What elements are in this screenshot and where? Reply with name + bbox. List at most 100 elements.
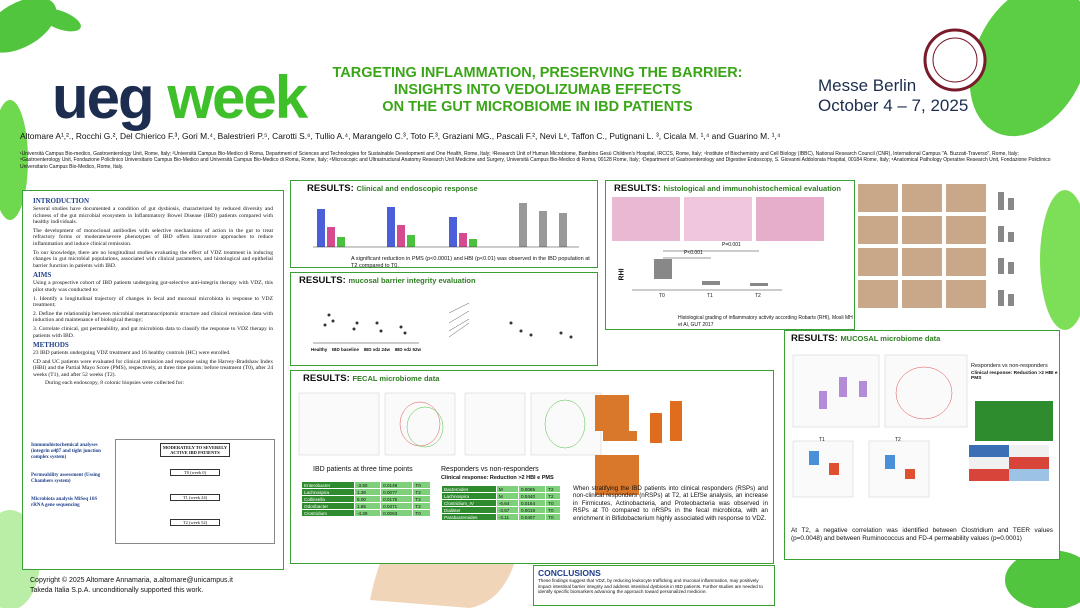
fecal-table: Bacteroides M 0.0065 T2 Lachnospira M 0.0440 T2… [441,485,561,521]
table-cell: 0.0063 [380,509,414,517]
table-cell: T2 [545,485,561,493]
table-row: Clostridium -4.29 0.0063 T0 [301,509,431,517]
table-cell: Odoribacter [301,502,355,510]
lefse-bars [595,395,639,495]
table-row: Lachnospira 1.36 0.0077 T2 [301,488,431,496]
histology-panel: RESULTS: histological and immunohistoche… [605,180,855,330]
results-label: RESULTS: [614,183,661,194]
table-cell: T2 [545,492,561,500]
response-note: Clinical response: Reduction >2 HBI e PM… [441,475,554,481]
heading: METHODS [33,341,69,350]
subtitle: FECAL microbiome data [352,374,440,383]
table-cell: T0 [545,506,561,514]
barrier-figures [313,302,573,344]
paragraph: During each endoscopy, 8 colonic biopsie… [45,380,184,387]
dates: October 4 – 7, 2025 [818,96,969,115]
subtitle: Clinical and endoscopic response [356,184,478,193]
group-label: Healthy [311,347,328,352]
ihc-images [858,184,1014,308]
venue: Messe Berlin [818,76,917,95]
table-cell: 0.0077 [380,488,414,496]
caption: Responders vs non-responders [971,363,1048,369]
table-cell: Enterobacter [301,481,355,489]
table-cell: T0 [545,499,561,507]
table-cell: Bacteroides [441,485,497,493]
panel-heading: RESULTS: FECAL microbiome data [303,373,439,384]
table-row: Odoribacter 1.85 0.0371 T2 [301,502,431,510]
group-label: IBD vdz 52w [394,347,421,352]
table-cell: 0.0175 [380,495,414,503]
caption: IBD patients at three time points [313,466,413,473]
table-cell: 0.0019 [517,506,547,514]
table-row: Lachnospira M 0.0440 T2 [441,492,561,500]
table-cell: M [495,485,519,493]
caption: Histological grading of inflammatory act… [678,315,853,328]
p-value: P<0.001 [684,250,703,256]
table-cell: T2 [412,495,431,503]
group-label: IBD baseline [331,347,359,352]
time-point: T0 (week 0) [170,469,220,476]
caption: Responders vs non-responders [441,466,539,473]
panel-heading: RESULTS: Clinical and endoscopic respons… [307,183,478,194]
heading: CONCLUSIONS [538,568,601,578]
caption: A significant reduction in PMS (p<0.0001… [351,256,590,269]
table-cell: -3.11 [495,513,519,521]
time-point: T1 (week 24) [170,494,220,501]
fecal-table: Enterobacter -3.50 0.0148 T0 Lachnospira 1.36… [301,481,431,517]
table-cell: Lachnospira [301,488,355,496]
table-cell: T0 [545,513,561,521]
check-item: Immunohistochemical analyses (integrin α… [31,443,101,460]
paragraph: Several studies have documented a condit… [33,206,273,226]
table-cell: 0.0407 [517,513,547,521]
aim: 2. Define the relationship between micro… [33,310,273,324]
table-cell: T2 [412,488,431,496]
table-cell: 1.85 [353,502,382,510]
table-cell: 0.0164 [517,499,547,507]
axis-label: RHI [618,268,626,281]
panel-heading: RESULTS: MUCOSAL microbiome data [791,333,940,344]
response-note: Clinical response: Reduction >2 HBI e PM… [971,371,1058,381]
time-point: T2 (week 52) [170,519,220,526]
heading: AIMS [33,271,52,280]
diagram-title: MODERATELY TO SEVERELY ACTIVE IBD PATIEN… [160,443,230,457]
table-cell: -6.64 [495,499,519,507]
paragraph: To our knowledge, there are no longitudi… [33,249,273,269]
table-cell: -3.50 [353,481,382,489]
table-cell: T2 [412,502,431,510]
title: TARGETING INFLAMMATION, PRESERVING THE B… [300,65,775,116]
table-cell: -4.29 [353,509,382,517]
table-cell: 0.0065 [517,485,547,493]
intro-panel: INTRODUCTION Several studies have docume… [22,190,284,570]
table-row: Bacteroides M 0.0065 T2 [441,485,561,493]
table-row: Dialister -3.57 0.0019 T0 [441,506,561,514]
panel-heading: RESULTS: mucosal barrier integrity evalu… [299,275,476,286]
table-cell: 5.00 [353,495,382,503]
table-cell: Dialister [441,506,497,514]
check-item: Microbiota analysis MiSeq 16S rRNA gene … [31,497,98,508]
venue-block: Messe Berlin October 4 – 7, 2025 [818,76,968,116]
title-line: INSIGHTS INTO VEDOLIZUMAB EFFECTS [393,82,682,98]
results-label: RESULTS: [303,373,350,384]
mucosal-text: At T2, a negative correlation was identi… [791,527,1053,542]
check-item: Permeability assessment (Ussing Chambers… [31,473,101,484]
study-diagram: MODERATELY TO SEVERELY ACTIVE IBD PATIEN… [115,439,275,544]
copyright: Copyright © 2025 Altomare Annamaria, a.a… [30,577,233,584]
group-label: IBD vdz 24w [363,347,390,352]
group-label: T1 [707,293,713,299]
paragraph: CD and UC patients were evaluated for cl… [33,358,273,378]
table-cell: Lachnospira [441,492,497,500]
histology-images [612,197,824,291]
table-row: Parabacteroides -3.11 0.0407 T0 [441,513,561,521]
logo-ueg: ueg [52,64,155,131]
aim: 3. Correlate clinical, gut permeability,… [33,325,273,339]
group-label: T2 [755,293,761,299]
results-label: RESULTS: [307,183,354,194]
fecal-text: When stratifying the IBD patients into c… [573,485,768,522]
time-label: T2 [895,437,901,443]
table-cell: Clostridium_IV [441,499,497,507]
subtitle: histological and immunohistochemical eva… [663,184,841,193]
heading: INTRODUCTION [33,197,90,205]
table-cell: M [495,492,519,500]
table-cell: 0.0371 [380,502,414,510]
